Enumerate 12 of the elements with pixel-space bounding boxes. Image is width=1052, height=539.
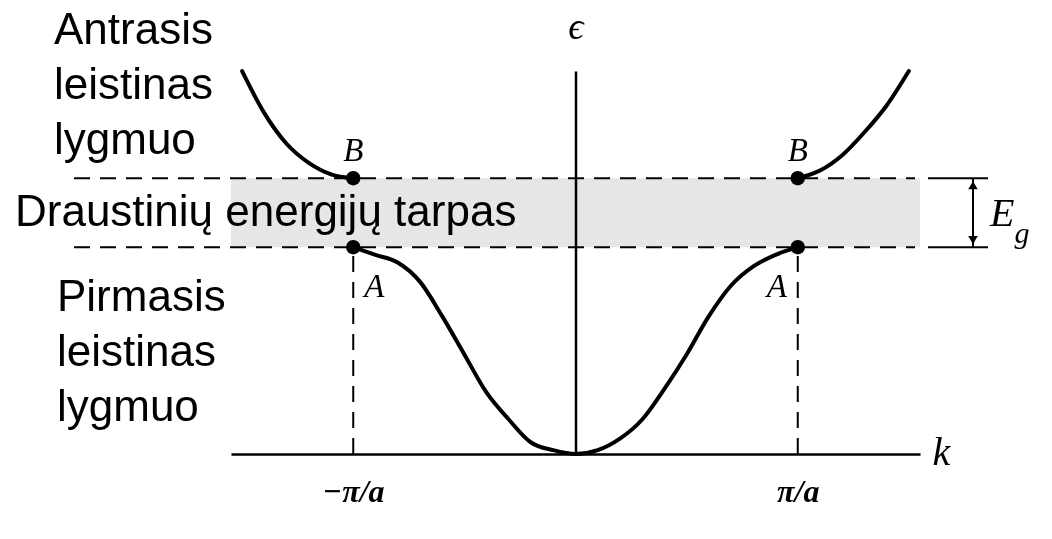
band-label: Draustinių energijų tarpas (15, 185, 517, 235)
text: E$_{g}$ (989, 189, 1030, 249)
annotation: B (787, 132, 808, 169)
annotation: A (362, 268, 386, 305)
x-tick-label: −π/a (322, 472, 385, 509)
x-axis-title: k (932, 428, 952, 474)
text: Pirmasis leistinas lygmuo (57, 271, 226, 430)
annotation: B (343, 132, 364, 169)
y-axis-title: ϵ (568, 4, 586, 47)
text: Antrasis leistinas lygmuo (54, 4, 213, 163)
x-tick-label: π/a (777, 472, 820, 509)
annotation: A (764, 268, 788, 305)
